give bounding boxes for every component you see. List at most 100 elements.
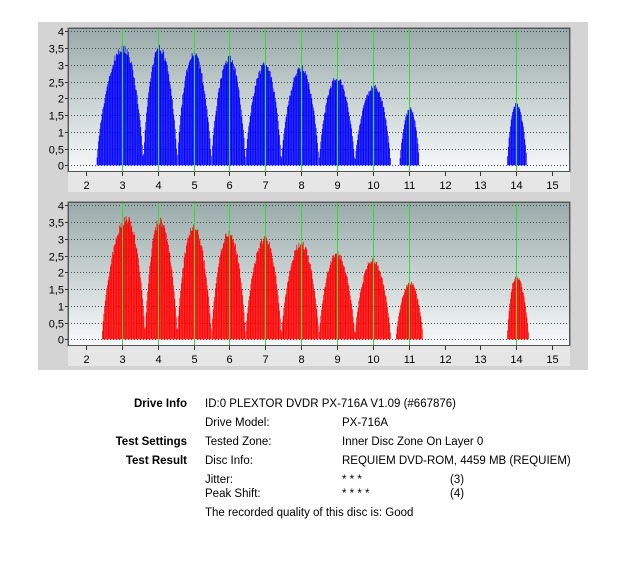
data-bar — [315, 303, 317, 340]
data-bar — [161, 53, 162, 166]
data-bar — [513, 106, 515, 166]
data-bar — [382, 278, 383, 340]
data-bar — [272, 88, 274, 166]
data-bar — [314, 116, 316, 166]
data-bar — [116, 53, 117, 166]
data-bar — [179, 125, 181, 166]
data-bar — [321, 134, 322, 166]
data-bar — [137, 103, 139, 166]
data-bar — [285, 117, 287, 166]
data-bar — [402, 132, 404, 166]
data-bar — [353, 148, 355, 166]
data-bar — [510, 126, 511, 166]
data-bar — [251, 105, 252, 166]
data-bar — [220, 78, 222, 166]
data-bar — [117, 55, 119, 166]
data-bar — [363, 104, 365, 166]
data-bar — [112, 254, 114, 340]
data-bar — [180, 283, 182, 340]
data-bar — [216, 277, 218, 340]
data-bar — [308, 262, 310, 340]
data-bar — [167, 71, 169, 166]
data-bar — [155, 52, 157, 166]
data-bar — [112, 65, 114, 166]
data-bar — [117, 235, 118, 340]
data-bar — [326, 278, 327, 340]
data-bar — [127, 221, 129, 340]
data-bar — [198, 234, 199, 340]
data-bar — [207, 290, 209, 340]
data-bar — [399, 309, 401, 340]
data-bar — [341, 261, 343, 340]
data-bar — [330, 85, 332, 166]
data-bar — [116, 54, 118, 166]
data-bar — [359, 297, 360, 340]
data-bar — [297, 67, 299, 166]
data-bar — [270, 77, 272, 166]
data-bar — [183, 87, 185, 166]
data-bar — [414, 287, 415, 340]
data-bar — [293, 257, 295, 340]
data-bar — [312, 278, 313, 340]
data-bar — [512, 282, 514, 340]
data-bar — [351, 128, 352, 166]
data-bar — [414, 119, 415, 166]
data-bar — [188, 62, 190, 166]
data-bar — [109, 271, 110, 340]
data-bar — [310, 93, 311, 166]
data-bar — [235, 243, 236, 340]
data-bar — [412, 283, 414, 340]
data-bar — [168, 74, 170, 166]
data-bar — [367, 262, 369, 340]
data-bar — [143, 153, 145, 166]
data-bar — [233, 242, 235, 340]
data-bar — [345, 96, 347, 166]
data-bar — [304, 72, 306, 166]
data-bar — [145, 326, 146, 340]
data-bar — [140, 127, 142, 166]
data-bar — [251, 101, 253, 166]
x-tick-label: 6 — [226, 180, 232, 192]
data-bar — [276, 107, 278, 166]
data-bar — [267, 67, 269, 166]
data-bar — [179, 297, 181, 340]
x-tick-label: 13 — [474, 354, 486, 366]
peak-shift-row: Peak Shift: * * * * (4) — [60, 488, 620, 507]
data-bar — [385, 119, 387, 166]
data-bar — [382, 100, 383, 166]
data-bar — [244, 322, 246, 340]
data-bar — [170, 266, 172, 340]
data-bar — [129, 217, 131, 340]
data-bar — [403, 124, 405, 166]
data-bar — [279, 144, 281, 166]
data-bar — [362, 110, 363, 166]
data-bar — [375, 89, 377, 166]
data-bar — [242, 304, 244, 340]
x-tick-label: 14 — [510, 354, 522, 366]
x-tick-label: 3 — [119, 180, 125, 192]
data-bar — [267, 244, 269, 340]
data-bar — [417, 143, 419, 166]
data-bar — [121, 227, 123, 340]
y-tick-label: 1,5 — [49, 111, 64, 123]
data-bar — [336, 253, 337, 340]
data-bar — [321, 129, 323, 166]
data-bar — [343, 89, 345, 166]
data-bar — [159, 223, 161, 340]
data-bar — [195, 55, 197, 166]
data-bar — [306, 249, 308, 340]
data-bar — [218, 263, 220, 340]
data-bar — [522, 122, 524, 166]
data-bar — [188, 65, 189, 166]
data-bar — [294, 77, 295, 166]
data-bar — [346, 102, 348, 166]
data-bar — [118, 233, 120, 340]
data-bar — [294, 250, 295, 340]
data-bar — [243, 312, 245, 340]
data-bar — [350, 300, 352, 340]
data-bar — [414, 288, 416, 340]
data-bar — [319, 157, 320, 166]
data-bar — [261, 65, 263, 166]
data-bar — [268, 70, 270, 166]
data-bar — [345, 273, 347, 340]
